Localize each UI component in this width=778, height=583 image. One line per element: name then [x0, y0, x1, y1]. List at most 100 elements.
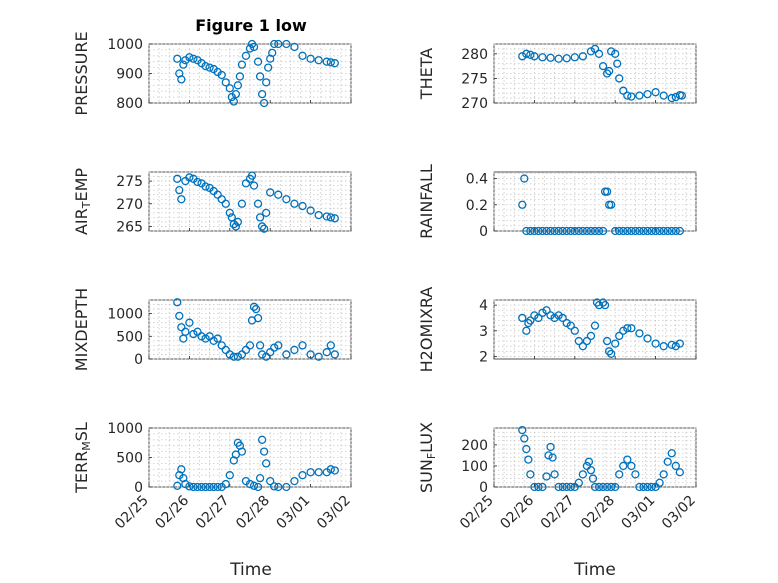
data-point — [298, 471, 307, 480]
axes-h2omixra: 2 3 4 H2OMIXRA — [417, 287, 697, 372]
data-point — [522, 49, 531, 58]
data-point — [330, 350, 339, 359]
data-point — [598, 298, 608, 307]
data-point — [201, 61, 210, 71]
y-tick-label: 900 — [116, 67, 143, 83]
data-point — [185, 173, 194, 182]
data-point — [249, 181, 259, 190]
data-point — [518, 313, 527, 323]
data-point — [655, 226, 664, 236]
data-point — [274, 39, 283, 49]
data-point — [262, 459, 271, 468]
data-point — [611, 482, 620, 492]
data-point — [651, 88, 660, 97]
data-point — [201, 334, 210, 343]
y-tick-label: 0 — [134, 480, 143, 496]
data-point — [251, 304, 261, 314]
data-point — [615, 331, 624, 341]
y-axis-label-air_temp: AIRTEMP — [72, 168, 93, 235]
data-point — [201, 182, 210, 191]
data-point — [667, 226, 676, 236]
data-point — [177, 323, 186, 332]
data-point — [266, 476, 275, 486]
data-point — [659, 342, 668, 351]
data-point — [298, 201, 307, 211]
axes-mixdepth: 0 500 1000 MIXDEPTH — [72, 288, 352, 371]
data-point — [249, 42, 259, 52]
data-point — [538, 226, 547, 236]
y-tick-label: 4 — [479, 298, 488, 314]
data-point — [667, 449, 676, 458]
data-point — [671, 92, 680, 102]
data-point — [602, 187, 612, 196]
data-point — [237, 199, 247, 208]
data-point — [675, 468, 684, 477]
data-point — [209, 336, 218, 345]
y-axis-label-mixdepth: MIXDEPTH — [72, 288, 91, 371]
data-point — [639, 482, 648, 492]
data-point — [518, 52, 527, 61]
data-point — [205, 482, 214, 492]
data-point — [594, 226, 604, 236]
series-air_temp — [173, 171, 339, 233]
data-point — [209, 482, 218, 492]
data-point — [526, 316, 535, 325]
data-point — [578, 342, 588, 351]
data-point — [268, 48, 277, 57]
data-point — [314, 56, 323, 65]
data-point — [590, 226, 600, 236]
data-point — [213, 334, 222, 343]
data-point — [290, 199, 299, 208]
data-point — [558, 226, 567, 236]
y-axis-label-rainfall: RAINFALL — [417, 164, 436, 239]
data-point — [590, 482, 600, 492]
data-point — [615, 470, 624, 479]
data-point — [518, 425, 527, 435]
data-point — [173, 174, 182, 183]
y-label-subscript: T — [80, 201, 93, 209]
data-point — [298, 341, 307, 350]
data-point — [643, 334, 652, 343]
data-point — [659, 91, 668, 100]
data-point — [663, 226, 672, 236]
data-point — [667, 93, 676, 103]
data-point — [627, 324, 636, 333]
y-tick-label: 0 — [479, 480, 488, 496]
data-point — [282, 350, 291, 359]
data-point — [647, 226, 656, 236]
axes-air_temp: 265 270 275 AIRTEMP — [72, 168, 352, 235]
data-point — [314, 210, 323, 220]
data-point — [314, 352, 323, 361]
data-point — [225, 208, 234, 217]
data-point — [225, 84, 234, 93]
data-point — [257, 222, 267, 231]
data-point — [245, 479, 255, 489]
data-point — [586, 226, 596, 236]
data-point — [326, 465, 335, 474]
data-point — [249, 302, 259, 311]
data-point — [217, 341, 226, 350]
data-point — [217, 195, 226, 204]
data-point — [602, 482, 612, 492]
series-pressure — [173, 39, 339, 108]
data-point — [600, 300, 610, 310]
data-point — [534, 226, 543, 236]
data-point — [189, 329, 198, 339]
series-mixdepth — [173, 298, 339, 361]
y-label-part: SL — [72, 422, 91, 441]
data-point — [253, 482, 263, 492]
data-point — [326, 341, 335, 350]
data-point — [253, 314, 263, 323]
y-tick-label: 500 — [116, 329, 143, 345]
data-point — [586, 465, 596, 475]
data-point — [542, 472, 551, 481]
data-point — [177, 195, 186, 204]
data-point — [550, 470, 559, 479]
data-point — [221, 479, 230, 489]
data-point — [627, 92, 636, 101]
data-point — [179, 60, 188, 69]
data-point — [586, 331, 596, 341]
data-point — [590, 44, 600, 54]
y-axis-label-theta: THETA — [417, 48, 436, 100]
data-point — [604, 347, 614, 356]
